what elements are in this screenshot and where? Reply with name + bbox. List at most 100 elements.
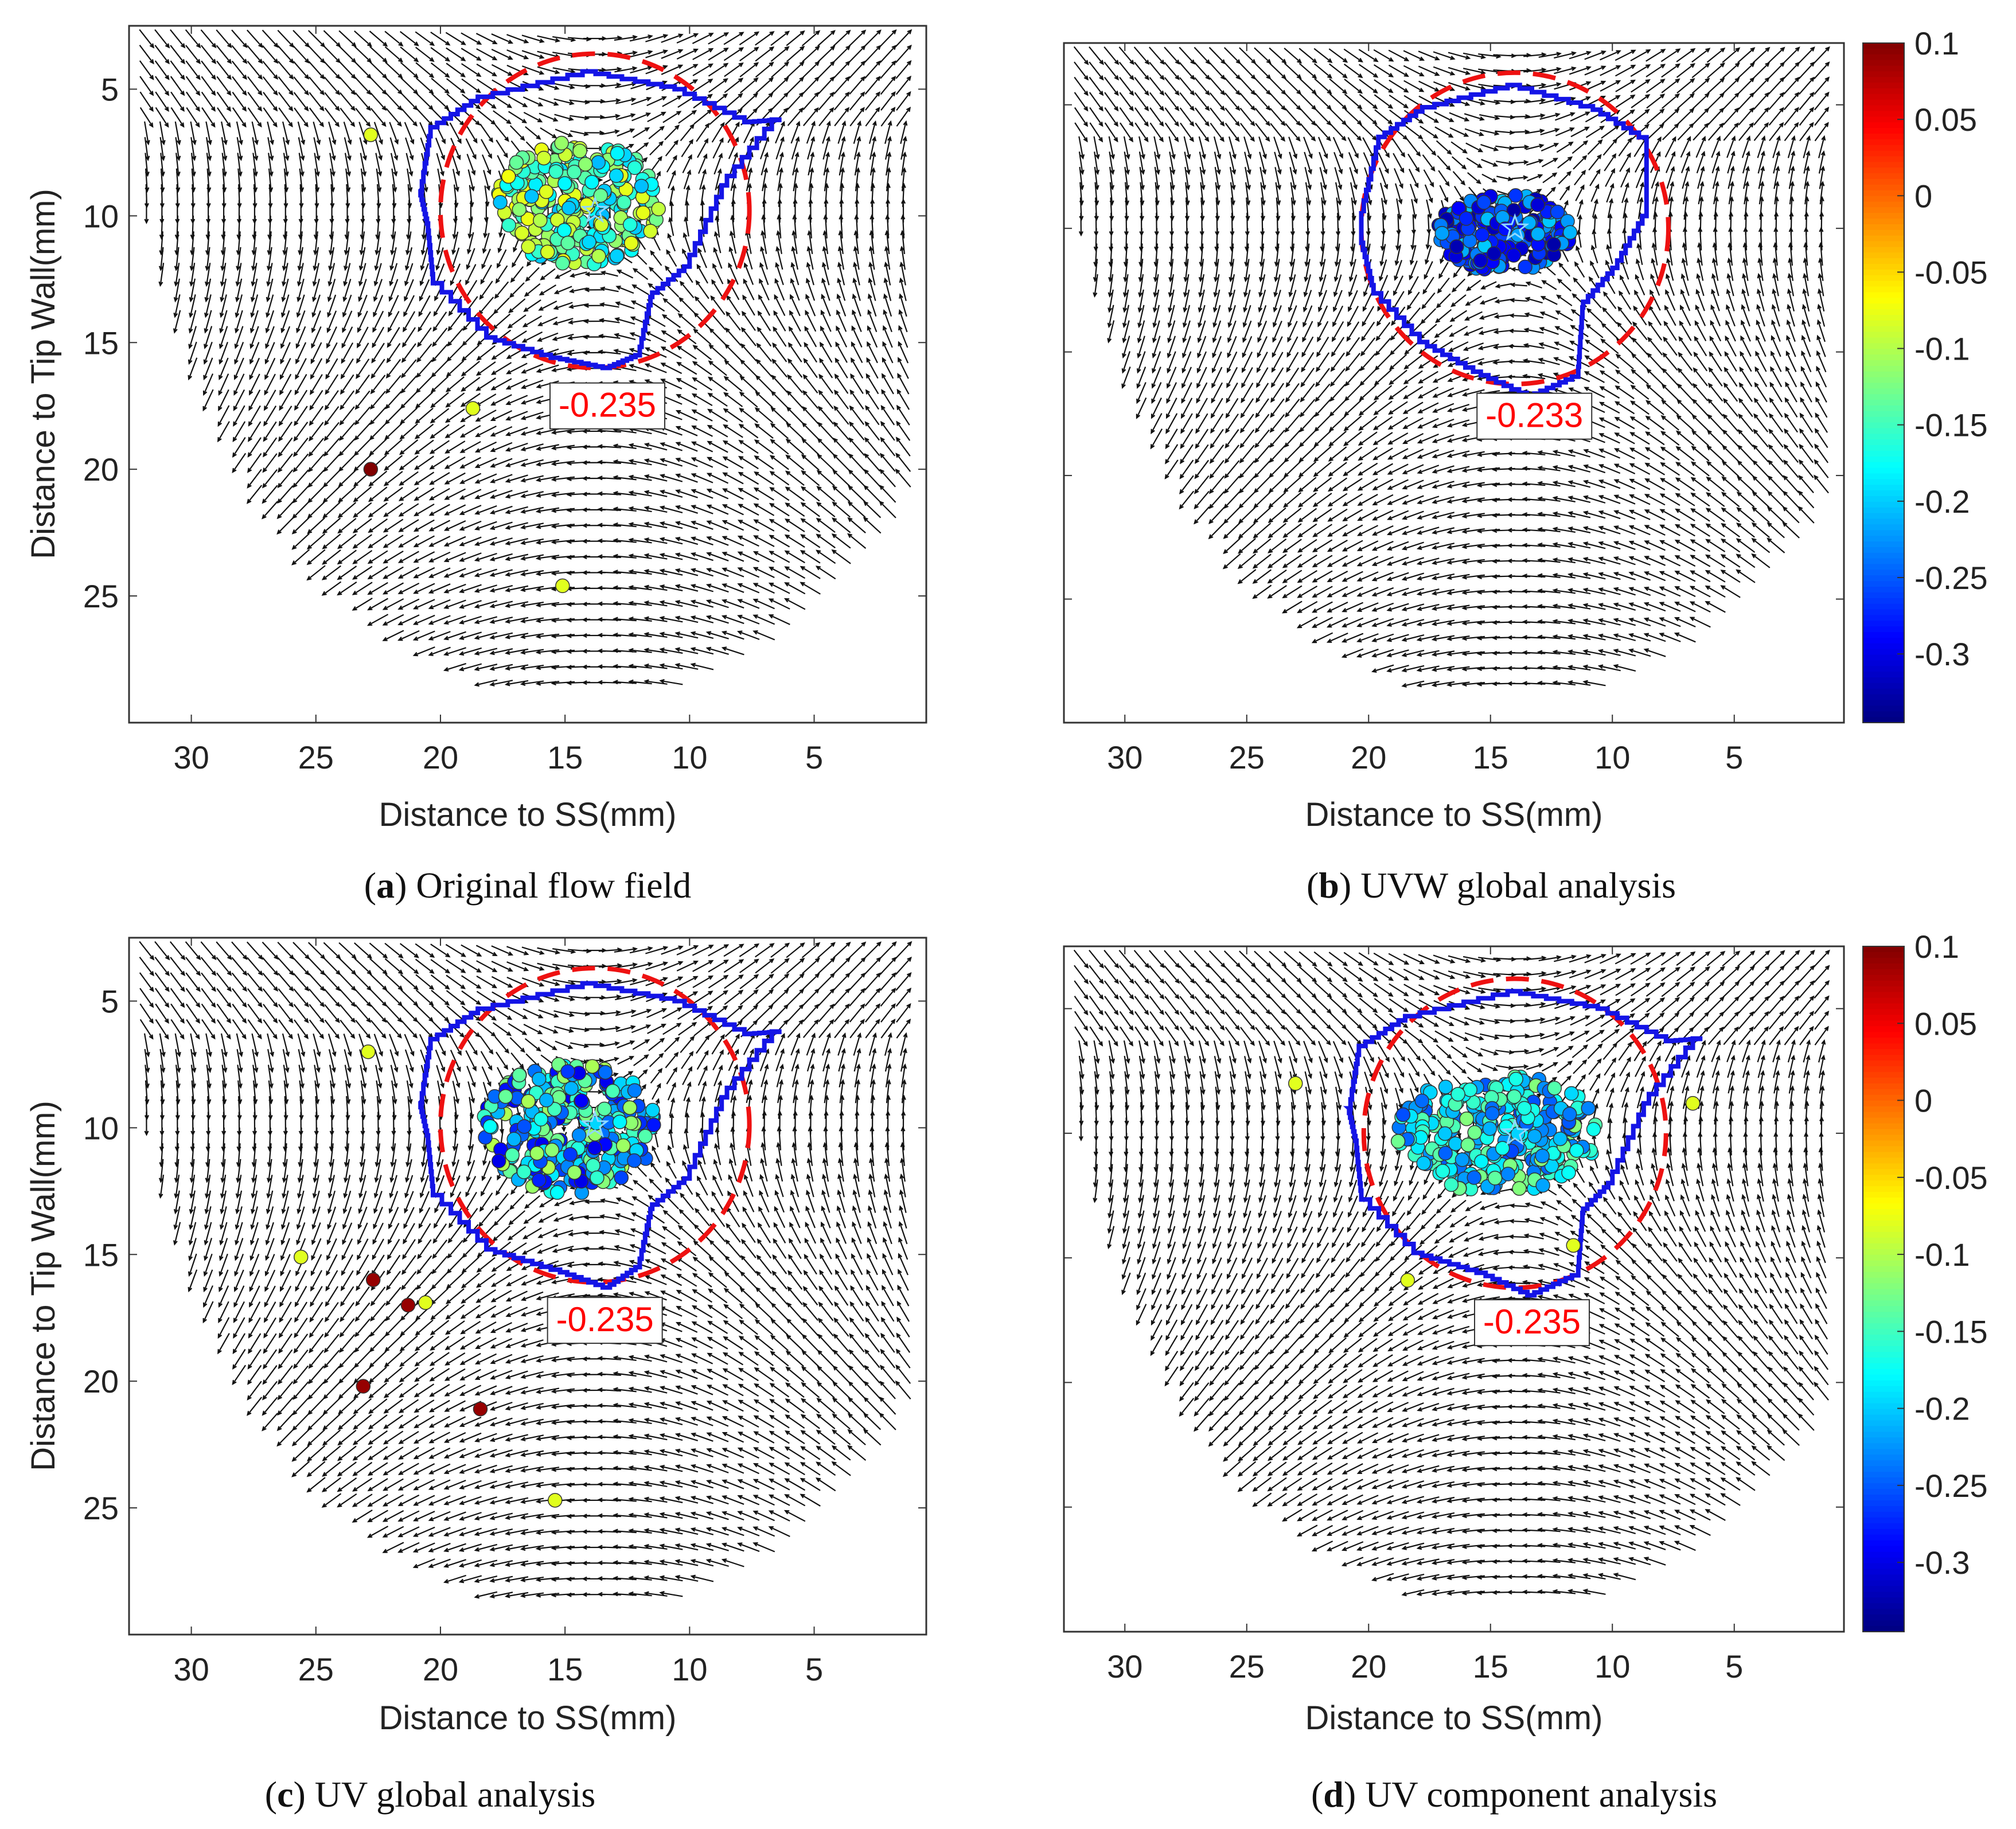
velocity-arrow [185, 76, 201, 96]
velocity-arrow [400, 61, 419, 79]
velocity-arrow [614, 66, 638, 73]
outlier-point [363, 462, 379, 477]
scatter-point [548, 164, 564, 179]
velocity-arrow [552, 67, 576, 74]
scatter-point [651, 201, 666, 217]
x-tick-label: 5 [1725, 739, 1743, 775]
velocity-arrow [185, 60, 201, 80]
scatter-point [1487, 246, 1502, 261]
scatter-point [1550, 204, 1565, 220]
velocity-arrow [201, 60, 216, 80]
velocity-arrow [537, 35, 561, 43]
velocity-arrow [461, 32, 482, 45]
velocity-arrow [385, 61, 403, 79]
velocity-arrow [645, 49, 669, 59]
velocity-arrow [385, 108, 402, 127]
velocity-arrow [833, 76, 851, 95]
velocity-arrow [864, 29, 882, 47]
velocity-arrow [415, 62, 435, 79]
x-tick-label: 25 [298, 739, 334, 775]
velocity-arrow [262, 29, 279, 48]
velocity-arrow [506, 34, 529, 44]
scatter-point [555, 256, 570, 271]
velocity-arrow [216, 60, 232, 80]
scatter-point [561, 200, 576, 216]
velocity-arrow [200, 29, 217, 49]
velocity-arrow [186, 91, 200, 112]
velocity-arrow [770, 30, 790, 46]
x-axis-label: Distance to SS(mm) [379, 796, 677, 833]
velocity-arrow [415, 31, 435, 46]
velocity-arrow [739, 31, 760, 45]
plot-area [128, 25, 927, 724]
velocity-arrow [309, 107, 324, 127]
velocity-arrow [461, 63, 482, 77]
y-tick-label: 20 [83, 451, 119, 488]
velocity-arrow [521, 34, 545, 43]
velocity-arrow [139, 45, 154, 65]
velocity-arrow [293, 76, 309, 96]
y-axis-label: Distance to Tip Wall(mm) [25, 189, 62, 559]
value-label-group: -0.233 [1476, 392, 1593, 440]
scatter-point [1530, 227, 1546, 241]
velocity-arrow [708, 47, 729, 61]
velocity-arrow [431, 93, 450, 110]
velocity-arrow [786, 76, 805, 94]
velocity-arrow [170, 45, 185, 65]
velocity-arrow [293, 45, 310, 64]
velocity-arrow [476, 48, 498, 61]
velocity-arrow [369, 46, 388, 63]
velocity-arrow [895, 60, 912, 79]
scatter-point [557, 223, 572, 238]
panel-caption: (a) Original flow field [364, 865, 692, 906]
velocity-arrow [724, 93, 743, 110]
velocity-arrow [491, 33, 514, 44]
scatter-point [533, 213, 548, 228]
velocity-arrow [676, 33, 699, 44]
velocity-arrow [817, 61, 835, 79]
velocity-arrow [309, 92, 325, 112]
velocity-arrow [755, 46, 775, 62]
velocity-arrow [293, 61, 310, 80]
velocity-arrow [849, 60, 866, 79]
velocity-arrow [461, 78, 481, 93]
velocity-arrow [278, 76, 294, 96]
velocity-arrow [786, 45, 805, 63]
velocity-arrow [864, 76, 881, 95]
velocity-arrow [692, 79, 713, 92]
velocity-arrow [323, 76, 341, 96]
velocity-arrow [865, 91, 881, 111]
x-tick-label: 20 [423, 739, 458, 775]
velocity-arrow [879, 45, 897, 63]
velocity-arrow [833, 60, 851, 79]
x-tick-label: 10 [672, 739, 707, 775]
scatter-point [1476, 195, 1491, 210]
scatter-point [578, 157, 593, 172]
scatter-point [609, 168, 624, 183]
velocity-arrow [615, 98, 637, 104]
x-tick-label: 25 [1229, 739, 1265, 775]
outlier-point [555, 578, 570, 594]
y-tick-label: 15 [83, 325, 119, 361]
scatter-point [582, 235, 596, 249]
velocity-arrow [446, 47, 466, 61]
velocity-arrow [879, 29, 897, 48]
scatter-point [591, 248, 606, 264]
scatter-point [512, 202, 527, 217]
velocity-arrow [370, 92, 387, 111]
velocity-arrow [599, 83, 622, 88]
velocity-arrow [646, 96, 667, 107]
velocity-arrow [629, 34, 653, 42]
velocity-arrow [787, 92, 804, 110]
scatter-point [572, 143, 587, 159]
velocity-arrow [293, 92, 309, 112]
velocity-arrow [864, 45, 882, 63]
velocity-arrow [724, 62, 744, 77]
x-tick-label: 10 [1594, 739, 1630, 775]
scatter-point [1459, 211, 1474, 226]
scatter-point [536, 150, 551, 166]
velocity-arrow [817, 30, 836, 47]
